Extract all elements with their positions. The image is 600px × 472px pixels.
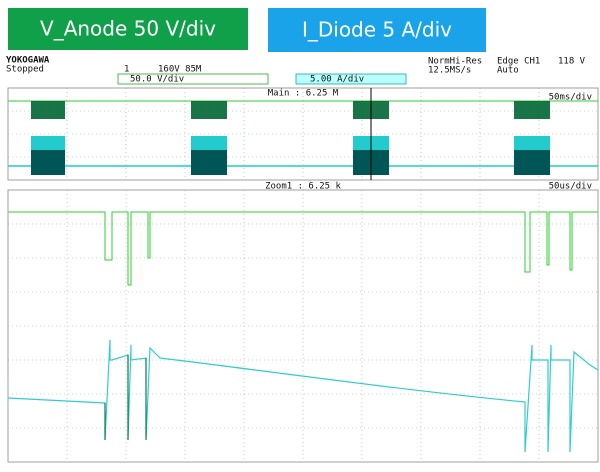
mode: NormHi-Res bbox=[428, 57, 482, 67]
main-timebase: 50ms/div bbox=[549, 93, 592, 103]
ch1-scale: 50.0 V/div bbox=[130, 75, 184, 85]
voltage-label: V_Anode 50 V/div bbox=[40, 17, 216, 41]
rate: 12.5MS/s bbox=[428, 66, 471, 76]
zoom-grid bbox=[8, 190, 598, 462]
ch3-scale: 5.00 A/div bbox=[310, 75, 364, 85]
ch1-box bbox=[117, 73, 269, 85]
zoom-timebase: 50us/div bbox=[549, 182, 592, 192]
zoom-traces bbox=[7, 211, 599, 453]
trigger: Edge CH1 bbox=[497, 57, 540, 67]
ch3-box bbox=[295, 73, 407, 85]
main-label: Main : 6.25 M bbox=[268, 89, 339, 99]
main-traces bbox=[8, 88, 598, 180]
current-label: I_Diode 5 A/div bbox=[302, 18, 452, 42]
voltage-label-box bbox=[8, 8, 248, 50]
current-label-box bbox=[268, 8, 486, 52]
trigger-mode: Auto bbox=[497, 66, 519, 76]
trigger-level: 118 V bbox=[558, 57, 586, 67]
state: Stopped bbox=[6, 65, 44, 75]
channel: 1 bbox=[124, 65, 129, 75]
brand: YOKOGAWA bbox=[6, 56, 50, 66]
zoom-label: Zoom1 : 6.25 k bbox=[265, 182, 341, 192]
record: 160V 85M bbox=[158, 65, 202, 75]
